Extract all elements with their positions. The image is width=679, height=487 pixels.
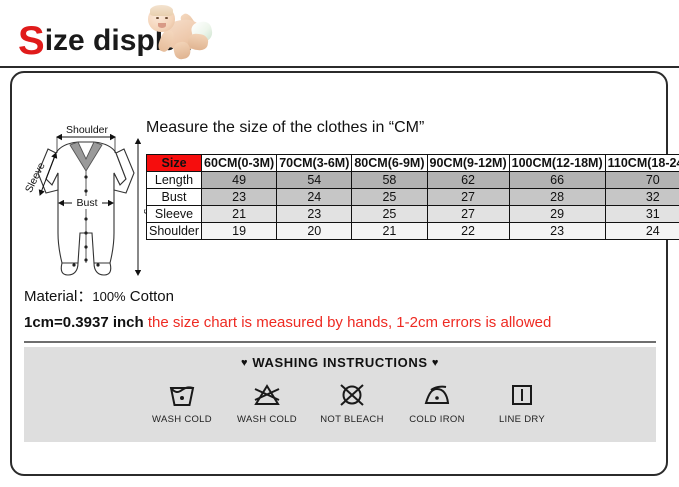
cell-bust-1: 24 [276, 188, 353, 206]
measurement-note: the size chart is measured by hands, 1-2… [143, 314, 552, 331]
cell-shoulder-4: 23 [508, 222, 606, 240]
conversion-formula: 1cm=0.3937 inch [24, 314, 144, 331]
cell-bust-4: 28 [508, 188, 606, 206]
cell-sleeve-2: 25 [351, 205, 428, 223]
cell-sleeve-0: 21 [201, 205, 278, 223]
washing-symbol-cold-iron: COLD IRON [397, 378, 477, 438]
cell-shoulder-5: 24 [604, 222, 679, 240]
washing-symbol-list: WASH COLD WASH COLD [142, 378, 562, 438]
washing-caption-1: WASH COLD [237, 414, 297, 425]
cell-sleeve-3: 27 [426, 205, 510, 223]
header-divider [0, 66, 679, 68]
washing-symbol-not-bleach: NOT BLEACH [312, 378, 392, 438]
table-row: Length 49 54 58 62 66 70 [145, 171, 679, 189]
row-label-length: Length [145, 171, 203, 189]
cell-sleeve-5: 31 [604, 205, 679, 223]
washing-symbol-wash-cold-tub: WASH COLD [142, 378, 222, 438]
material-percent: 100% [92, 289, 126, 304]
baby-mouth [158, 23, 166, 28]
washing-title-text: WASHING INSTRUCTIONS [252, 355, 428, 370]
table-col-header-0: 60CM(0-3M) [201, 154, 278, 172]
table-row: Shoulder 19 20 21 22 23 24 [145, 222, 679, 240]
size-chart-panel: Shoulder Bust Sleeve Length Measure the … [10, 71, 679, 476]
cell-shoulder-0: 19 [201, 222, 278, 240]
triangle-crossed-icon [227, 378, 307, 412]
table-col-header-1: 70CM(3-6M) [276, 154, 353, 172]
cell-length-0: 49 [201, 171, 278, 189]
washing-instructions-title: ♥ WASHING INSTRUCTIONS ♥ [24, 355, 656, 370]
washing-caption-2: NOT BLEACH [320, 414, 384, 425]
washing-caption-0: WASH COLD [152, 414, 212, 425]
table-row: Sleeve 21 23 25 27 29 31 [145, 205, 679, 223]
row-label-sleeve: Sleeve [145, 205, 203, 223]
page-title-initial: S [18, 19, 45, 63]
cell-length-3: 62 [426, 171, 510, 189]
baby-hair [150, 5, 173, 16]
material-line: Material：100% Cotton [24, 285, 174, 306]
baby-eye-left [156, 17, 159, 19]
conversion-line: 1cm=0.3937 inch the size chart is measur… [24, 314, 551, 331]
cell-length-2: 58 [351, 171, 428, 189]
circle-crossed-icon [312, 378, 392, 412]
table-row: Bust 23 24 25 27 28 32 [145, 188, 679, 206]
table-col-header-5: 110CM(18-24M) [604, 154, 679, 172]
cell-length-1: 54 [276, 171, 353, 189]
cell-shoulder-3: 22 [426, 222, 510, 240]
material-fabric: Cotton [125, 288, 174, 305]
row-label-bust: Bust [145, 188, 203, 206]
cell-bust-2: 25 [351, 188, 428, 206]
baby-eye-right [165, 17, 168, 19]
table-col-header-4: 100CM(12-18M) [508, 154, 606, 172]
washing-caption-3: COLD IRON [409, 414, 465, 425]
table-col-header-3: 90CM(9-12M) [426, 154, 510, 172]
garment-label-bust: Bust [76, 197, 97, 209]
table-corner-label: Size [145, 154, 203, 172]
cell-length-5: 70 [604, 171, 679, 189]
section-divider [24, 341, 656, 343]
cell-sleeve-4: 29 [508, 205, 606, 223]
cell-length-4: 66 [508, 171, 606, 189]
heart-icon-left: ♥ [241, 357, 249, 369]
garment-label-shoulder: Shoulder [66, 124, 109, 136]
washing-symbol-line-dry: LINE DRY [482, 378, 562, 438]
cell-bust-5: 32 [604, 188, 679, 206]
iron-one-dot-icon [397, 378, 477, 412]
cell-shoulder-1: 20 [276, 222, 353, 240]
row-label-shoulder: Shoulder [145, 222, 203, 240]
crawling-baby-photo [140, 0, 220, 64]
size-table: Size 60CM(0-3M) 70CM(3-6M) 80CM(6-9M) 90… [145, 154, 679, 240]
table-header-row: Size 60CM(0-3M) 70CM(3-6M) 80CM(6-9M) 90… [145, 154, 679, 172]
cell-bust-3: 27 [426, 188, 510, 206]
romper-illustration: Shoulder Bust Sleeve Length [23, 123, 155, 276]
cell-shoulder-2: 21 [351, 222, 428, 240]
washing-caption-4: LINE DRY [498, 414, 546, 425]
heart-icon-right: ♥ [431, 357, 439, 369]
cell-sleeve-1: 23 [276, 205, 353, 223]
cell-bust-0: 23 [201, 188, 278, 206]
table-col-header-2: 80CM(6-9M) [351, 154, 428, 172]
washing-instructions-section: ♥ WASHING INSTRUCTIONS ♥ WASH COLD [24, 347, 656, 442]
material-label: Material： [24, 288, 93, 305]
garment-diagram: Shoulder Bust Sleeve Length [16, 115, 156, 285]
page-header: Size display [0, 0, 679, 70]
wash-tub-one-dot-icon [142, 378, 222, 412]
measure-heading: Measure the size of the clothes in “CM” [146, 119, 425, 136]
washing-symbol-triangle-crossed: WASH COLD [227, 378, 307, 438]
square-vertical-line-icon [482, 378, 562, 412]
